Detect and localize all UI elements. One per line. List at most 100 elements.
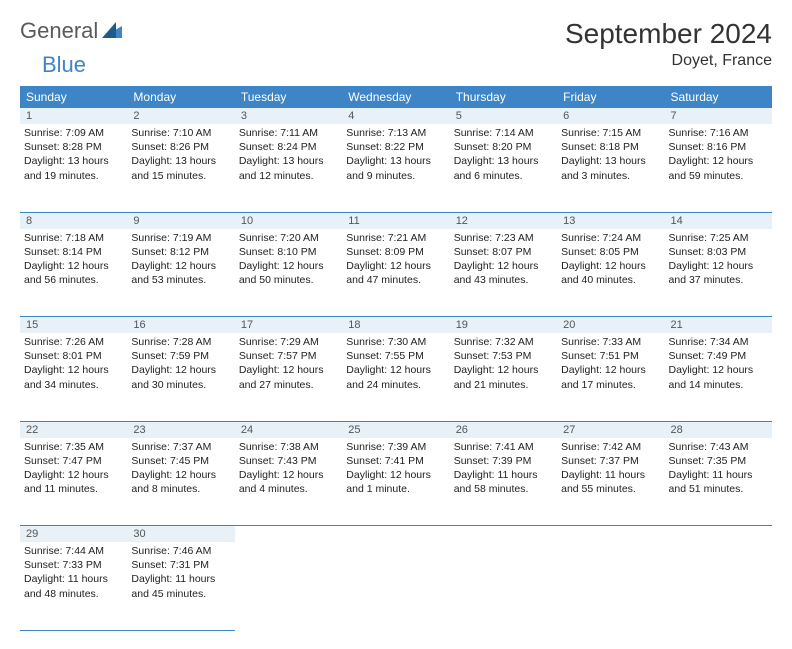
day-number-cell: 21 xyxy=(665,317,772,334)
daylight2-line: and 19 minutes. xyxy=(24,169,123,183)
daylight2-line: and 30 minutes. xyxy=(131,378,230,392)
day-cell: Sunrise: 7:23 AMSunset: 8:07 PMDaylight:… xyxy=(450,229,557,317)
day-number-cell: 10 xyxy=(235,212,342,229)
daylight2-line: and 15 minutes. xyxy=(131,169,230,183)
sunrise-line: Sunrise: 7:16 AM xyxy=(669,126,768,140)
daylight1-line: Daylight: 12 hours xyxy=(669,154,768,168)
daylight1-line: Daylight: 12 hours xyxy=(24,363,123,377)
weekday-header: Sunday xyxy=(20,86,127,108)
daylight2-line: and 59 minutes. xyxy=(669,169,768,183)
day-number-cell: 28 xyxy=(665,421,772,438)
daylight2-line: and 51 minutes. xyxy=(669,482,768,496)
sunset-line: Sunset: 7:39 PM xyxy=(454,454,553,468)
weekday-header: Friday xyxy=(557,86,664,108)
sunrise-line: Sunrise: 7:18 AM xyxy=(24,231,123,245)
sunset-line: Sunset: 7:53 PM xyxy=(454,349,553,363)
daylight2-line: and 24 minutes. xyxy=(346,378,445,392)
daylight1-line: Daylight: 12 hours xyxy=(669,363,768,377)
day-cell-text: Sunrise: 7:19 AMSunset: 8:12 PMDaylight:… xyxy=(131,231,230,288)
day-cell: Sunrise: 7:37 AMSunset: 7:45 PMDaylight:… xyxy=(127,438,234,526)
sunrise-line: Sunrise: 7:10 AM xyxy=(131,126,230,140)
day-number-cell: 5 xyxy=(450,108,557,124)
daylight2-line: and 3 minutes. xyxy=(561,169,660,183)
daylight1-line: Daylight: 13 hours xyxy=(454,154,553,168)
sunset-line: Sunset: 8:24 PM xyxy=(239,140,338,154)
day-cell-text: Sunrise: 7:23 AMSunset: 8:07 PMDaylight:… xyxy=(454,231,553,288)
daylight1-line: Daylight: 12 hours xyxy=(561,259,660,273)
sunrise-line: Sunrise: 7:29 AM xyxy=(239,335,338,349)
day-number-cell: 12 xyxy=(450,212,557,229)
daylight1-line: Daylight: 12 hours xyxy=(561,363,660,377)
daylight2-line: and 11 minutes. xyxy=(24,482,123,496)
day-number-cell: 1 xyxy=(20,108,127,124)
daylight2-line: and 56 minutes. xyxy=(24,273,123,287)
calendar-table: Sunday Monday Tuesday Wednesday Thursday… xyxy=(20,86,772,631)
daylight1-line: Daylight: 13 hours xyxy=(346,154,445,168)
day-number-cell: 18 xyxy=(342,317,449,334)
sunrise-line: Sunrise: 7:30 AM xyxy=(346,335,445,349)
daylight2-line: and 50 minutes. xyxy=(239,273,338,287)
week-row: Sunrise: 7:44 AMSunset: 7:33 PMDaylight:… xyxy=(20,542,772,630)
daynum-row: 15161718192021 xyxy=(20,317,772,334)
day-number-cell: 23 xyxy=(127,421,234,438)
daylight1-line: Daylight: 12 hours xyxy=(239,259,338,273)
day-cell: Sunrise: 7:26 AMSunset: 8:01 PMDaylight:… xyxy=(20,333,127,421)
sunrise-line: Sunrise: 7:28 AM xyxy=(131,335,230,349)
day-cell: Sunrise: 7:34 AMSunset: 7:49 PMDaylight:… xyxy=(665,333,772,421)
sunrise-line: Sunrise: 7:42 AM xyxy=(561,440,660,454)
sunset-line: Sunset: 8:09 PM xyxy=(346,245,445,259)
daylight2-line: and 58 minutes. xyxy=(454,482,553,496)
daylight1-line: Daylight: 12 hours xyxy=(454,259,553,273)
daynum-row: 1234567 xyxy=(20,108,772,124)
day-number-cell xyxy=(557,526,664,543)
day-number-cell: 30 xyxy=(127,526,234,543)
day-cell xyxy=(450,542,557,630)
sunrise-line: Sunrise: 7:34 AM xyxy=(669,335,768,349)
daynum-row: 2930 xyxy=(20,526,772,543)
sunset-line: Sunset: 7:55 PM xyxy=(346,349,445,363)
day-cell: Sunrise: 7:14 AMSunset: 8:20 PMDaylight:… xyxy=(450,124,557,212)
daynum-row: 22232425262728 xyxy=(20,421,772,438)
sunset-line: Sunset: 8:01 PM xyxy=(24,349,123,363)
day-cell: Sunrise: 7:10 AMSunset: 8:26 PMDaylight:… xyxy=(127,124,234,212)
weekday-header: Tuesday xyxy=(235,86,342,108)
day-cell-text: Sunrise: 7:28 AMSunset: 7:59 PMDaylight:… xyxy=(131,335,230,392)
sunset-line: Sunset: 8:20 PM xyxy=(454,140,553,154)
sunset-line: Sunset: 7:37 PM xyxy=(561,454,660,468)
day-number-cell xyxy=(665,526,772,543)
day-cell: Sunrise: 7:09 AMSunset: 8:28 PMDaylight:… xyxy=(20,124,127,212)
brand-triangle-icon xyxy=(102,20,122,43)
day-cell: Sunrise: 7:41 AMSunset: 7:39 PMDaylight:… xyxy=(450,438,557,526)
sunset-line: Sunset: 7:49 PM xyxy=(669,349,768,363)
day-cell-text: Sunrise: 7:24 AMSunset: 8:05 PMDaylight:… xyxy=(561,231,660,288)
daynum-row: 891011121314 xyxy=(20,212,772,229)
day-cell-text: Sunrise: 7:29 AMSunset: 7:57 PMDaylight:… xyxy=(239,335,338,392)
sunset-line: Sunset: 8:18 PM xyxy=(561,140,660,154)
sunrise-line: Sunrise: 7:33 AM xyxy=(561,335,660,349)
week-row: Sunrise: 7:09 AMSunset: 8:28 PMDaylight:… xyxy=(20,124,772,212)
day-cell-text: Sunrise: 7:26 AMSunset: 8:01 PMDaylight:… xyxy=(24,335,123,392)
daylight1-line: Daylight: 11 hours xyxy=(561,468,660,482)
sunrise-line: Sunrise: 7:38 AM xyxy=(239,440,338,454)
day-cell: Sunrise: 7:20 AMSunset: 8:10 PMDaylight:… xyxy=(235,229,342,317)
day-number-cell: 29 xyxy=(20,526,127,543)
weekday-header: Thursday xyxy=(450,86,557,108)
sunrise-line: Sunrise: 7:13 AM xyxy=(346,126,445,140)
sunrise-line: Sunrise: 7:14 AM xyxy=(454,126,553,140)
day-number-cell: 2 xyxy=(127,108,234,124)
sunrise-line: Sunrise: 7:24 AM xyxy=(561,231,660,245)
sunset-line: Sunset: 7:31 PM xyxy=(131,558,230,572)
day-cell: Sunrise: 7:46 AMSunset: 7:31 PMDaylight:… xyxy=(127,542,234,630)
week-row: Sunrise: 7:35 AMSunset: 7:47 PMDaylight:… xyxy=(20,438,772,526)
day-cell-text: Sunrise: 7:33 AMSunset: 7:51 PMDaylight:… xyxy=(561,335,660,392)
day-cell-text: Sunrise: 7:15 AMSunset: 8:18 PMDaylight:… xyxy=(561,126,660,183)
week-row: Sunrise: 7:18 AMSunset: 8:14 PMDaylight:… xyxy=(20,229,772,317)
daylight2-line: and 12 minutes. xyxy=(239,169,338,183)
sunrise-line: Sunrise: 7:43 AM xyxy=(669,440,768,454)
day-cell-text: Sunrise: 7:32 AMSunset: 7:53 PMDaylight:… xyxy=(454,335,553,392)
day-cell: Sunrise: 7:32 AMSunset: 7:53 PMDaylight:… xyxy=(450,333,557,421)
sunset-line: Sunset: 7:41 PM xyxy=(346,454,445,468)
day-cell: Sunrise: 7:33 AMSunset: 7:51 PMDaylight:… xyxy=(557,333,664,421)
sunset-line: Sunset: 7:51 PM xyxy=(561,349,660,363)
day-cell-text: Sunrise: 7:38 AMSunset: 7:43 PMDaylight:… xyxy=(239,440,338,497)
